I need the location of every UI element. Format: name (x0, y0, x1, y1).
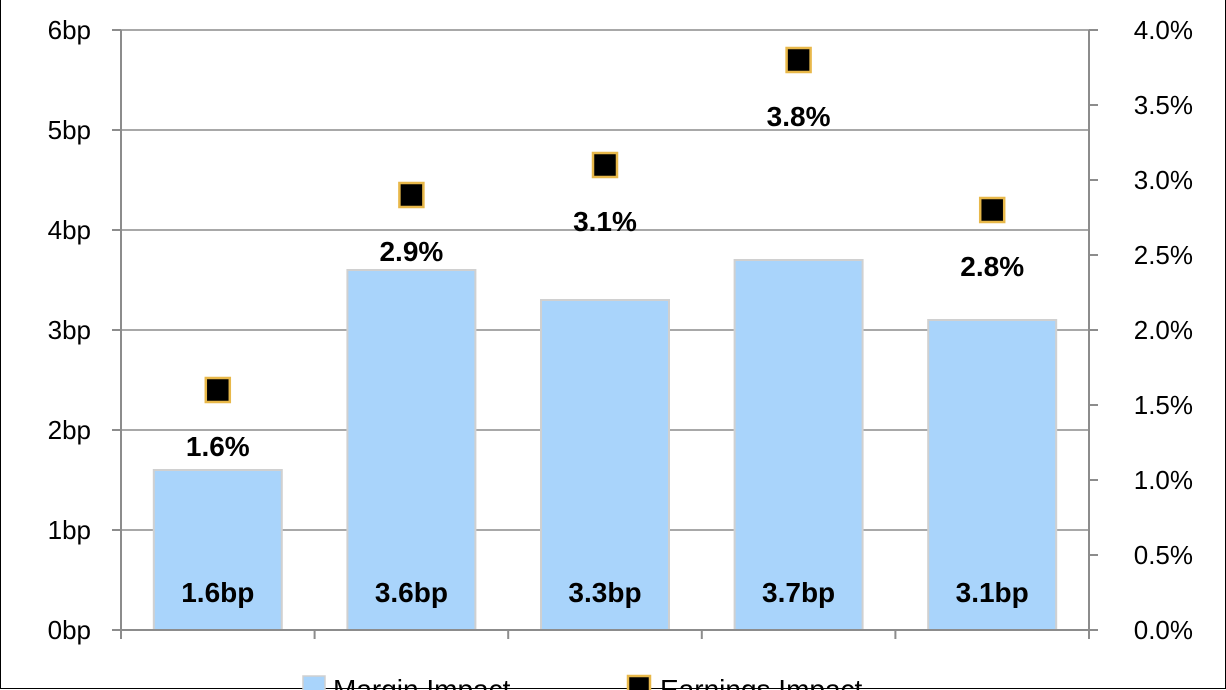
legend-label-margin-impact: Margin Impact (333, 674, 511, 690)
legend-swatch-earnings-impact (626, 674, 652, 690)
legend-label-earnings-impact: Earnings Impact (660, 674, 863, 690)
bar-margin-impact-3 (540, 299, 670, 631)
marker-label-3: 3.1% (573, 206, 637, 237)
bar-label-4: 3.7bp (762, 577, 835, 608)
bar-margin-impact-5 (927, 319, 1058, 631)
marker-earnings-impact-4 (785, 46, 812, 74)
marker-label-5: 2.8% (960, 251, 1024, 282)
left-tick-label-0: 0bp (48, 615, 91, 645)
right-tick-label-3: 1.5% (1134, 390, 1193, 420)
marker-earnings-impact-2 (398, 181, 425, 209)
right-tick-label-6: 3.0% (1134, 165, 1193, 195)
marker-label-4: 3.8% (767, 101, 831, 132)
left-tick-label-5: 5bp (48, 115, 91, 145)
legend-swatch-margin-impact (302, 675, 326, 690)
right-tick-label-4: 2.0% (1134, 315, 1193, 345)
left-tick-label-2: 2bp (48, 415, 91, 445)
left-tick-label-4: 4bp (48, 215, 91, 245)
bar-label-3: 3.3bp (568, 577, 641, 608)
marker-earnings-impact-5 (978, 196, 1006, 224)
marker-label-2: 2.9% (379, 236, 443, 267)
right-tick-label-5: 2.5% (1134, 240, 1193, 270)
right-tick-label-1: 0.5% (1134, 540, 1193, 570)
right-tick-label-0: 0.0% (1134, 615, 1193, 645)
bar-margin-impact-2 (346, 269, 477, 631)
marker-label-1: 1.6% (186, 431, 250, 462)
left-tick-label-3: 3bp (48, 315, 91, 345)
right-tick-label-2: 1.0% (1134, 465, 1193, 495)
bar-margin-impact-4 (733, 259, 864, 631)
bar-label-1: 1.6bp (181, 577, 254, 608)
right-tick-label-7: 3.5% (1134, 90, 1193, 120)
marker-earnings-impact-3 (591, 151, 619, 179)
marker-earnings-impact-1 (204, 376, 232, 404)
right-tick-label-8: 4.0% (1134, 15, 1193, 45)
bar-label-2: 3.6bp (375, 577, 448, 608)
bar-label-5: 3.1bp (956, 577, 1029, 608)
left-tick-label-6: 6bp (48, 15, 91, 45)
left-tick-label-1: 1bp (48, 515, 91, 545)
